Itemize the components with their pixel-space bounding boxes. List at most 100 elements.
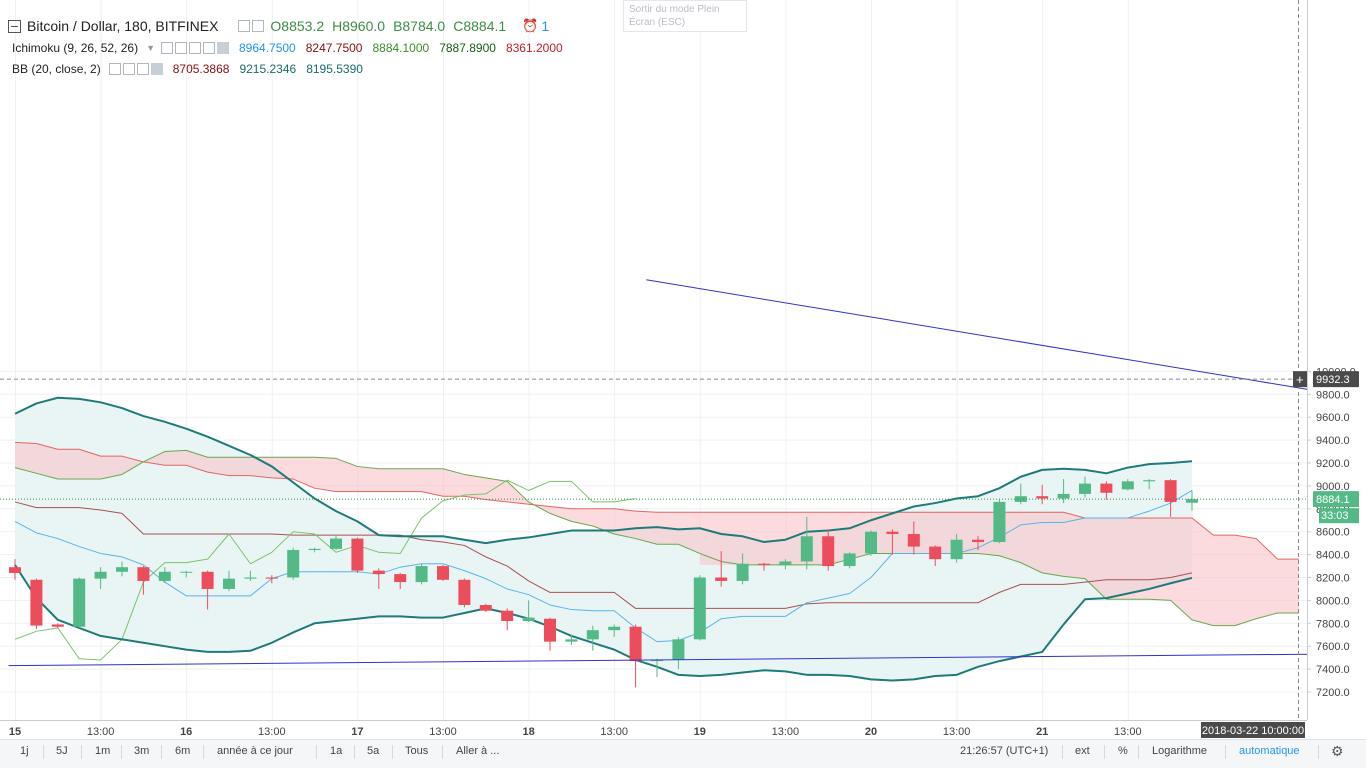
alarm-icon[interactable]: ⏰ (522, 18, 539, 33)
candle-body (950, 539, 963, 560)
candle-body (886, 531, 899, 534)
candle-body (693, 577, 706, 640)
price-tick-label: 9200.0 (1316, 458, 1350, 470)
log-scale-toggle[interactable]: Logarithme (1152, 745, 1208, 757)
time-tick-label: 13:00 (600, 726, 628, 738)
range-5y[interactable]: 5a (367, 745, 380, 757)
time-tick-label: 20 (865, 726, 877, 738)
price-tick-label: 8200.0 (1316, 573, 1350, 585)
plus-icon: + (1296, 372, 1304, 387)
ichimoku-value: 8247.7500 (305, 41, 363, 55)
time-tick-label: 13:00 (87, 726, 115, 738)
countdown-label: 33:03 (1321, 510, 1349, 522)
bb-source-icon[interactable] (136, 63, 149, 75)
candle-body (608, 626, 621, 631)
range-all[interactable]: Tous (405, 745, 429, 757)
ichimoku-eye-icon[interactable] (175, 42, 187, 54)
ichimoku-source-icon[interactable] (189, 42, 201, 54)
bb-settings-icon[interactable] (108, 63, 121, 75)
crosshair-price-label: 9932.3 (1316, 374, 1350, 386)
ichimoku-remove-icon[interactable] (217, 42, 229, 54)
ichimoku-value: 8361.2000 (505, 41, 563, 55)
range-3m[interactable]: 3m (134, 745, 150, 757)
chevron-down-icon[interactable]: ▼ (146, 43, 155, 53)
time-tick-label: 13:00 (943, 726, 971, 738)
candle-body (843, 553, 856, 567)
candle-body (116, 567, 128, 572)
candle-body (565, 639, 578, 642)
candle-body (929, 546, 942, 560)
bb-remove-icon[interactable] (150, 63, 163, 75)
ichimoku-value: 7887.8900 (439, 41, 496, 55)
ichimoku-more-icon[interactable] (203, 42, 215, 54)
kumo-bear-fill (15, 442, 700, 554)
candle-body (265, 577, 278, 579)
plus-box (1293, 371, 1307, 388)
fullscreen-tooltip: Sortir du mode Plein Écran (ESC) (623, 0, 747, 32)
candle-body (1057, 493, 1070, 499)
fullscreen-tooltip-line2: Écran (ESC) (629, 17, 686, 28)
auto-scale-toggle[interactable]: automatique (1239, 745, 1300, 757)
settings-icon[interactable] (238, 20, 251, 32)
price-tick-label: 8000.0 (1316, 595, 1350, 607)
price-tick-label: 8400.0 (1316, 550, 1350, 562)
gear-icon[interactable]: ⚙ (1331, 743, 1344, 759)
candle-body (715, 577, 728, 581)
countdown-box (1319, 508, 1359, 524)
bb-values: 8705.3868 9215.2346 8195.5390 (173, 62, 373, 76)
range-5d[interactable]: 5J (56, 745, 68, 757)
ichimoku-label: Ichimoku (9, 26, 52, 26) (12, 41, 139, 55)
range-1m[interactable]: 1m (95, 745, 111, 757)
time-axis: 15 13:00 16 13:00 17 13:00 18 13:00 19 13:00 20 13:… (0, 720, 1307, 738)
percent-scale-toggle[interactable]: % (1118, 745, 1128, 757)
candle-body (9, 567, 21, 573)
candle-body (201, 571, 214, 589)
overlays (0, 0, 1310, 720)
last-price-label: 8884.1 (1316, 494, 1350, 506)
candle-body (73, 578, 86, 627)
candle-body (158, 571, 171, 581)
time-tooltip-box (1201, 722, 1305, 738)
candle-body (972, 539, 984, 543)
candle-body (672, 639, 685, 660)
ichimoku-value: 8964.7500 (239, 41, 296, 55)
candle-body (501, 610, 514, 622)
kumo-bear-fill-2 (699, 512, 1299, 626)
price-tick-label: 7600.0 (1316, 641, 1350, 653)
ichimoku-legend: Ichimoku (9, 26, 52, 26) ▼ 8964.7500 8247… (12, 38, 573, 79)
bb-fill (15, 397, 1192, 681)
span-b-line (14, 441, 700, 513)
span-a-line (14, 449, 1299, 627)
goto-date-button[interactable]: Aller à ... (456, 745, 500, 757)
ohlc-close: C8884.1 (453, 18, 507, 34)
range-ytd[interactable]: année à ce jour (217, 745, 293, 757)
candle-body (1186, 499, 1198, 503)
candle-body (308, 548, 321, 551)
range-1d[interactable]: 1j (20, 745, 29, 757)
time-tick-label: 16 (180, 726, 192, 738)
clock[interactable]: 21:26:57 (UTC+1) (960, 745, 1049, 757)
time-tooltip: 2018-03-22 10:00:00 (1202, 725, 1304, 737)
eye-icon[interactable] (252, 20, 265, 32)
bb-eye-icon[interactable] (122, 63, 135, 75)
price-tick-label: 9000.0 (1316, 481, 1350, 493)
candle-body (586, 630, 599, 640)
candle-body (415, 566, 428, 583)
bb-upper-line (14, 396, 1193, 545)
ohlc-high: H8960.0 (332, 18, 386, 34)
candle-body (544, 618, 556, 642)
time-tick-label: 21 (1036, 726, 1048, 738)
collapse-icon[interactable] (8, 19, 21, 33)
range-6m[interactable]: 6m (175, 745, 191, 757)
ichimoku-settings-icon[interactable] (161, 42, 173, 54)
trendline (646, 279, 1310, 391)
range-1y[interactable]: 1a (330, 745, 343, 757)
candle-body (372, 570, 385, 575)
price-tick-label: 7800.0 (1316, 618, 1350, 630)
extended-hours-toggle[interactable]: ext (1075, 745, 1090, 757)
bottom-toolbar: 1j 5J 1m 3m 6m année à ce jour 1a 5a Tou… (0, 739, 1366, 768)
lagging-span-line (14, 479, 636, 661)
last-price-label-box (1313, 491, 1359, 508)
ohlc-open: O8853.2 (270, 18, 325, 34)
